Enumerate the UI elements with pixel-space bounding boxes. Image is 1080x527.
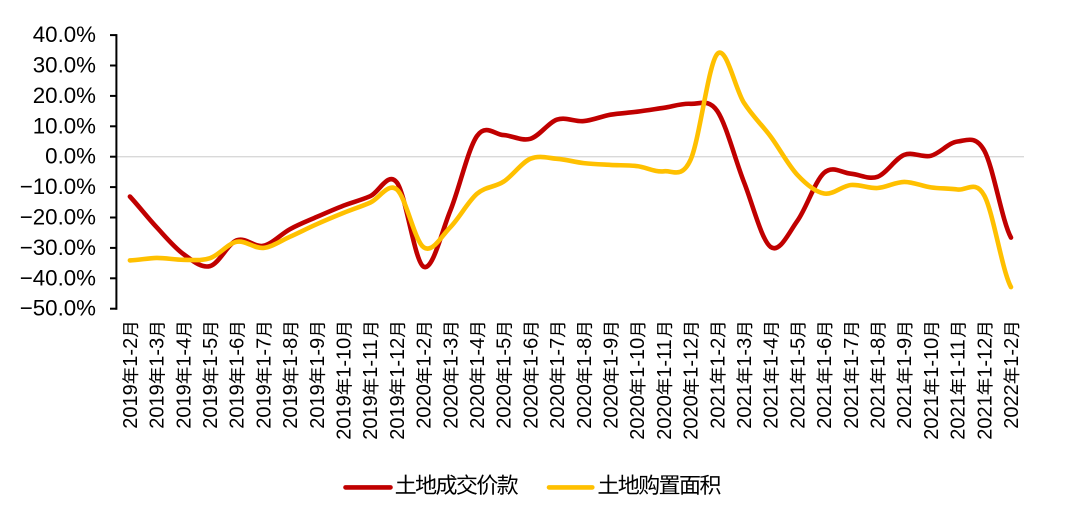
svg-text:−20.0%: −20.0% [20, 205, 96, 230]
svg-text:1-4: 1-4 [761, 338, 783, 367]
svg-text:1-12: 1-12 [974, 338, 996, 378]
svg-text:1-9: 1-9 [894, 338, 916, 367]
svg-text:1-2: 1-2 [1001, 338, 1023, 367]
svg-text:1-9: 1-9 [601, 338, 623, 367]
svg-text:1-6: 1-6 [227, 338, 249, 367]
svg-text:1-10: 1-10 [627, 338, 649, 378]
svg-text:2020: 2020 [414, 384, 436, 429]
svg-text:2020: 2020 [494, 384, 516, 429]
svg-text:1-10: 1-10 [921, 338, 943, 378]
svg-text:−40.0%: −40.0% [20, 265, 96, 290]
svg-text:2019: 2019 [120, 384, 142, 429]
svg-text:2020: 2020 [681, 395, 703, 440]
svg-text:2019: 2019 [280, 384, 302, 429]
svg-text:30.0%: 30.0% [33, 53, 96, 78]
svg-text:20.0%: 20.0% [33, 83, 96, 108]
svg-text:1-8: 1-8 [574, 338, 596, 367]
svg-text:−30.0%: −30.0% [20, 235, 96, 260]
svg-text:−50.0%: −50.0% [20, 296, 96, 321]
svg-text:1-8: 1-8 [868, 338, 890, 367]
svg-text:1-10: 1-10 [334, 338, 356, 378]
svg-text:2021: 2021 [974, 395, 996, 440]
svg-text:2019: 2019 [360, 395, 382, 440]
svg-text:2022: 2022 [1001, 384, 1023, 429]
svg-text:−10.0%: −10.0% [20, 174, 96, 199]
svg-text:40.0%: 40.0% [33, 22, 96, 47]
svg-text:2021: 2021 [868, 384, 890, 429]
svg-text:2021: 2021 [734, 384, 756, 429]
svg-text:1-2: 1-2 [120, 338, 142, 367]
svg-text:1-4: 1-4 [173, 338, 195, 367]
svg-text:1-6: 1-6 [814, 338, 836, 367]
svg-text:1-2: 1-2 [707, 338, 729, 367]
svg-text:1-11: 1-11 [360, 339, 382, 378]
svg-text:2021: 2021 [787, 384, 809, 429]
svg-text:1-8: 1-8 [280, 338, 302, 367]
svg-text:1-7: 1-7 [841, 338, 863, 367]
svg-text:0.0%: 0.0% [45, 144, 96, 169]
svg-text:1-3: 1-3 [147, 338, 169, 367]
svg-text:2021: 2021 [841, 384, 863, 429]
svg-text:1-11: 1-11 [948, 339, 970, 378]
svg-text:10.0%: 10.0% [33, 113, 96, 138]
svg-text:2020: 2020 [467, 384, 489, 429]
svg-text:1-12: 1-12 [681, 338, 703, 378]
svg-text:1-2: 1-2 [414, 338, 436, 367]
svg-text:2020: 2020 [547, 384, 569, 429]
svg-text:1-5: 1-5 [787, 338, 809, 367]
svg-text:2021: 2021 [921, 395, 943, 440]
svg-text:2019: 2019 [253, 384, 275, 429]
svg-text:1-3: 1-3 [440, 338, 462, 367]
svg-text:2019: 2019 [147, 384, 169, 429]
svg-text:2020: 2020 [601, 384, 623, 429]
svg-text:1-5: 1-5 [200, 338, 222, 367]
svg-text:2019: 2019 [227, 384, 249, 429]
svg-text:1-12: 1-12 [387, 338, 409, 378]
svg-text:2020: 2020 [654, 395, 676, 440]
svg-text:2019: 2019 [334, 395, 356, 440]
svg-text:1-3: 1-3 [734, 338, 756, 367]
svg-text:1-6: 1-6 [520, 338, 542, 367]
svg-text:1-5: 1-5 [494, 338, 516, 367]
svg-text:1-11: 1-11 [654, 339, 676, 378]
svg-text:2020: 2020 [520, 384, 542, 429]
svg-text:2021: 2021 [948, 395, 970, 440]
svg-text:2019: 2019 [307, 384, 329, 429]
svg-text:2020: 2020 [440, 384, 462, 429]
svg-text:1-7: 1-7 [547, 338, 569, 367]
svg-text:2019: 2019 [387, 395, 409, 440]
svg-text:2020: 2020 [627, 395, 649, 440]
svg-text:2021: 2021 [761, 384, 783, 429]
svg-text:2019: 2019 [200, 384, 222, 429]
svg-text:2021: 2021 [894, 384, 916, 429]
svg-text:2020: 2020 [574, 384, 596, 429]
svg-text:2021: 2021 [707, 384, 729, 429]
svg-text:1-9: 1-9 [307, 338, 329, 367]
svg-text:1-7: 1-7 [253, 338, 275, 367]
svg-text:1-4: 1-4 [467, 338, 489, 367]
svg-text:2019: 2019 [173, 384, 195, 429]
svg-text:2021: 2021 [814, 384, 836, 429]
